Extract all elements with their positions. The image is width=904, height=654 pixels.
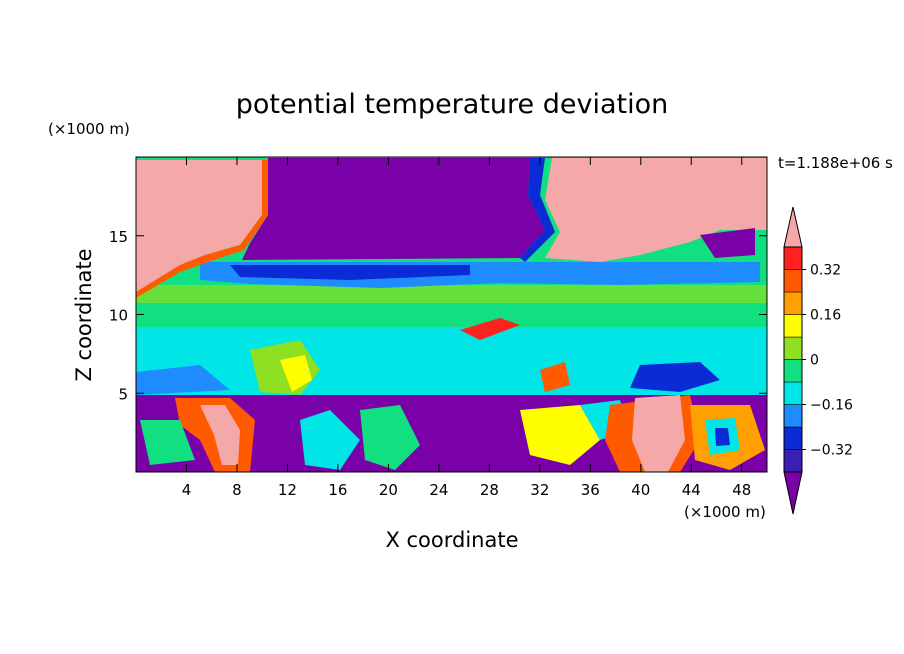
colorbar-box [783,404,803,428]
x-tick-label: 36 [581,481,600,499]
x-tick-label: 4 [182,481,192,499]
eddy-center-cyan [300,410,360,470]
colorbar-label: 0 [810,353,819,369]
y-axis: 5 10 15 [109,228,767,403]
colorbar-box [783,449,803,473]
x-unit-label: (×1000 m) [684,503,766,521]
x-tick-label: 28 [480,481,499,499]
warm-filament-1-core [280,355,312,392]
colorbar-label: 0.16 [810,308,841,324]
colorbar-box [783,269,803,293]
colorbar-box [783,291,803,315]
colorbar-box [783,336,803,360]
x-tick-label: 40 [631,481,650,499]
eddy-right-yellow [520,405,600,465]
x-tick-label: 8 [232,481,242,499]
colorbar-label: −0.32 [810,443,853,459]
x-axis: 4 8 12 16 20 24 28 32 36 40 44 48 [182,157,751,499]
colorbar: 0.32 0.16 0 −0.16 −0.32 [783,206,853,515]
blue-patch-right [630,362,720,392]
warm-upper-left [136,160,262,292]
eddy-far-right-core [715,428,730,446]
stable-layer-deep [230,265,470,280]
x-tick-label: 16 [328,481,347,499]
band-light-green [136,285,767,303]
warm-filament-3 [540,362,570,392]
x-tick-label: 32 [530,481,549,499]
eddy-left-pink [200,405,240,465]
x-tick-label: 20 [379,481,398,499]
colorbar-box [783,246,803,270]
colorbar-box [783,359,803,383]
colorbar-box [783,381,803,405]
y-tick-label: 15 [109,228,128,246]
x-axis-label: X coordinate [385,528,518,552]
cold-upper-center [242,158,545,260]
x-tick-label: 48 [732,481,751,499]
colorbar-box [783,426,803,450]
chart-title: potential temperature deviation [236,89,668,120]
light-blue-patch-left [136,365,230,395]
warm-upper-right [545,158,767,262]
y-tick-label: 10 [109,307,128,325]
y-axis-label: Z coordinate [72,248,96,381]
warm-upper-left-edge [136,160,272,298]
colorbar-box [783,314,803,338]
colorbar-label: −0.16 [810,398,853,414]
x-tick-label: 44 [682,481,701,499]
warm-filament-2 [460,318,520,340]
colorbar-extend-bottom [783,471,803,515]
y-unit-label: (×1000 m) [48,120,130,138]
colorbar-extend-top [783,206,803,248]
time-label: t=1.188e+06 s [778,154,893,172]
x-tick-label: 12 [278,481,297,499]
y-tick-label: 5 [118,385,128,403]
cold-upper-center-edge [520,158,555,262]
contour-field [136,157,767,472]
x-tick-label: 24 [429,481,448,499]
colorbar-label: 0.32 [810,263,841,279]
cold-upper-right-patch [700,228,755,258]
eddy-left-green [140,420,195,465]
warm-plume-right-core [632,395,685,472]
eddy-center-green [360,405,420,470]
